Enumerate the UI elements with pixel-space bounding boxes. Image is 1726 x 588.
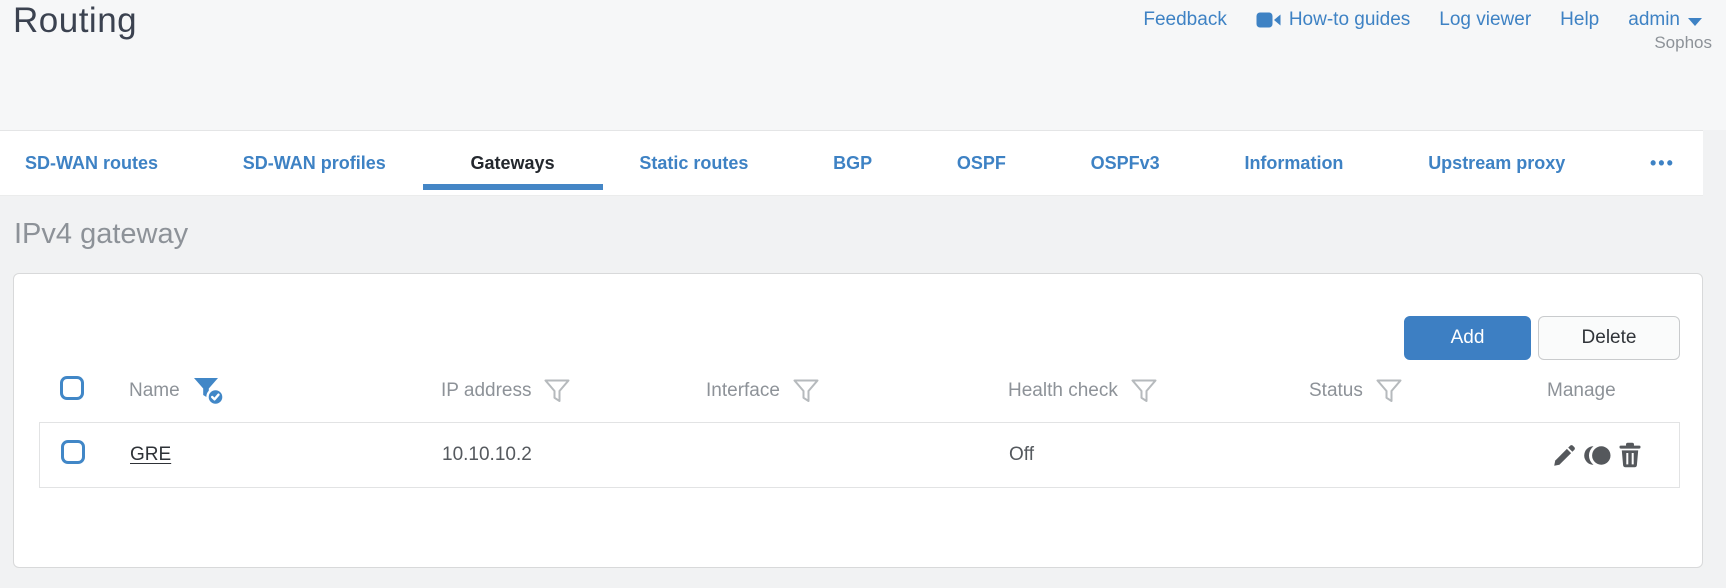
delete-row-icon[interactable]: [1618, 442, 1642, 468]
tab-gateways[interactable]: Gateways: [471, 131, 555, 195]
tab-upstream-proxy[interactable]: Upstream proxy: [1428, 152, 1566, 173]
user-menu[interactable]: admin: [1628, 9, 1702, 31]
select-all-checkbox[interactable]: [60, 376, 84, 400]
column-header-ip: IP address: [441, 380, 532, 401]
gateway-name-link[interactable]: GRE: [130, 444, 172, 465]
gateway-card: Add Delete Name IP address Interface: [13, 273, 1703, 568]
column-header-status: Status: [1309, 380, 1363, 401]
tab-ospf[interactable]: OSPF: [956, 152, 1006, 173]
add-button[interactable]: Add: [1404, 316, 1531, 360]
filter-icon-ip[interactable]: [543, 378, 571, 404]
tab-static-routes[interactable]: Static routes: [639, 152, 749, 173]
column-header-interface: Interface: [706, 380, 780, 401]
tab-sdwan-routes[interactable]: SD-WAN routes: [25, 152, 159, 173]
row-checkbox[interactable]: [61, 440, 85, 464]
tab-bgp[interactable]: BGP: [833, 152, 873, 173]
howto-guides-link[interactable]: How-to guides: [1256, 9, 1410, 31]
column-header-manage: Manage: [1547, 380, 1616, 401]
tab-ospfv3[interactable]: OSPFv3: [1090, 152, 1160, 173]
feedback-link[interactable]: Feedback: [1143, 9, 1227, 30]
edit-icon[interactable]: [1552, 443, 1577, 468]
video-camera-icon: [1256, 11, 1281, 29]
deactivate-icon[interactable]: [1584, 443, 1611, 468]
tab-information[interactable]: Information: [1244, 152, 1344, 173]
page-title: Routing: [13, 1, 138, 40]
health-check-value: Off: [1009, 444, 1034, 465]
log-viewer-link[interactable]: Log viewer: [1439, 9, 1532, 30]
chevron-down-icon: [1688, 17, 1702, 26]
top-header-band: [0, 0, 1726, 130]
tab-sdwan-profiles[interactable]: SD-WAN profiles: [242, 152, 386, 173]
column-header-name: Name: [129, 380, 180, 401]
column-header-health-check: Health check: [1008, 380, 1118, 401]
tab-more[interactable]: •••: [1650, 152, 1675, 173]
help-link[interactable]: Help: [1560, 9, 1600, 30]
filter-icon-health-check[interactable]: [1130, 378, 1158, 404]
delete-button[interactable]: Delete: [1538, 316, 1680, 360]
table-row: GRE 10.10.10.2 Off: [39, 422, 1680, 488]
filter-icon-status[interactable]: [1375, 378, 1403, 404]
table-header: Name IP address Interface Health check: [39, 368, 1680, 414]
brand-label: Sophos: [1654, 33, 1712, 52]
header-links: Feedback How-to guides Log viewer Help a…: [1143, 9, 1702, 31]
manage-actions: [1548, 442, 1681, 468]
section-title: IPv4 gateway: [14, 218, 189, 250]
filter-icon-interface[interactable]: [792, 378, 820, 404]
ip-address-value: 10.10.10.2: [442, 444, 532, 465]
tab-bar: SD-WAN routes SD-WAN profiles Gateways S…: [0, 130, 1703, 196]
filter-icon-name-active[interactable]: [192, 376, 225, 406]
